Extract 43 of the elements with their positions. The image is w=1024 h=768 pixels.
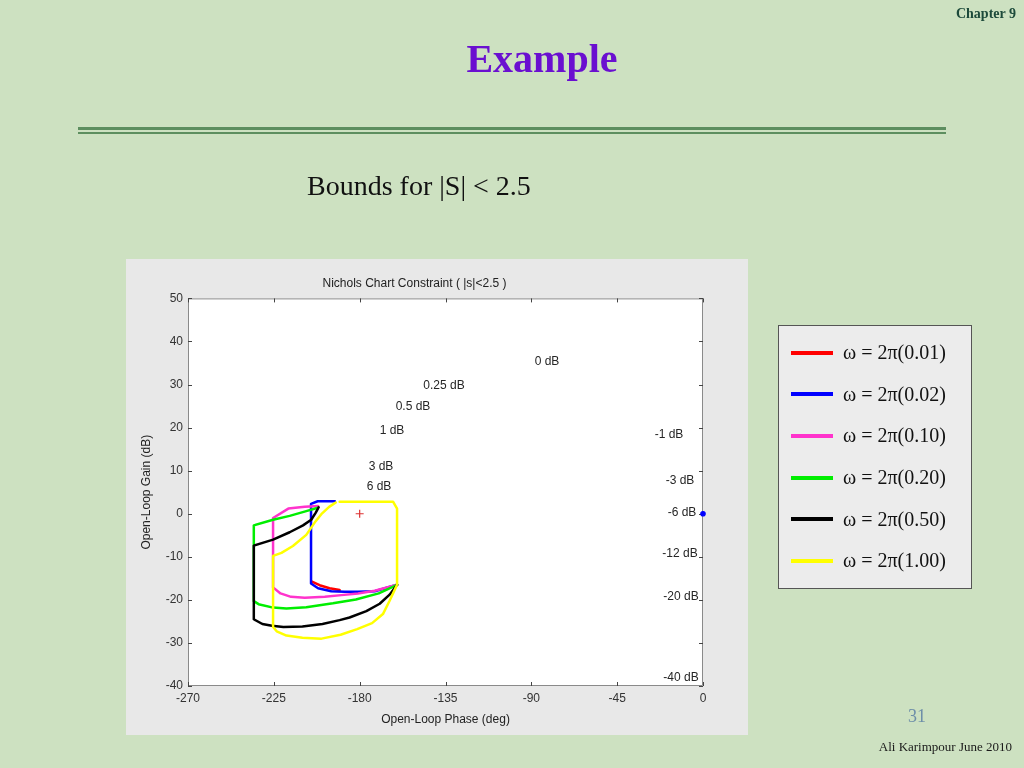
legend-label: ω = 2π(1.00): [843, 549, 946, 573]
x-tick-label: -45: [608, 690, 627, 705]
y-tick-label: 30: [169, 376, 184, 391]
x-tick-label: -225: [261, 690, 287, 705]
x-tick-label: -180: [347, 690, 372, 705]
legend-label: ω = 2π(0.02): [843, 382, 946, 406]
text: 31: [908, 706, 926, 727]
legend-label: ω = 2π(0.10): [843, 424, 946, 448]
y-tick-label: 10: [169, 462, 184, 477]
x-tick-label: -90: [522, 690, 541, 705]
annotation: -3 dB: [665, 473, 695, 488]
y-tick-label: 40: [169, 333, 184, 348]
text: Chapter 9: [955, 6, 1016, 23]
y-tick-label: -30: [165, 635, 184, 650]
chart-title: Nichols Chart Constraint ( |s|<2.5 ): [322, 275, 507, 290]
x-tick-label: -135: [433, 690, 458, 705]
y-tick-label: -20: [165, 592, 184, 607]
annotation: 0 dB: [534, 354, 560, 369]
y-axis-title: Open-Loop Gain (dB): [138, 434, 153, 550]
annotation: -12 dB: [662, 546, 698, 561]
annotation: 0.25 dB: [423, 378, 465, 393]
annotation: -6 dB: [667, 505, 697, 520]
x-tick-label: 0: [699, 690, 707, 705]
text: Ali Karimpour June 2010: [878, 739, 1012, 755]
legend-label: ω = 2π(0.50): [843, 507, 946, 531]
y-tick-label: -10: [165, 549, 184, 564]
y-tick-label: 50: [169, 290, 184, 305]
annotation: -40 dB: [663, 670, 699, 685]
x-tick-label: -270: [175, 690, 201, 705]
annotation: 0.5 dB: [395, 399, 431, 414]
legend-label: ω = 2π(0.01): [843, 341, 946, 365]
annotation: -20 dB: [663, 589, 699, 604]
y-tick-label: 20: [169, 419, 184, 434]
annotation: 1 dB: [379, 423, 405, 438]
legend-label: ω = 2π(0.20): [843, 466, 946, 490]
y-tick-label: -40: [165, 678, 184, 693]
chart-subtitle: Bounds for |S| < 2.5: [307, 170, 531, 203]
annotation: -1 dB: [654, 427, 684, 442]
y-tick-label: 0: [176, 506, 184, 521]
x-axis-title: Open-Loop Phase (deg): [381, 712, 510, 727]
text: Example: [465, 36, 619, 82]
annotation: 3 dB: [368, 459, 394, 474]
annotation: 6 dB: [366, 479, 392, 494]
